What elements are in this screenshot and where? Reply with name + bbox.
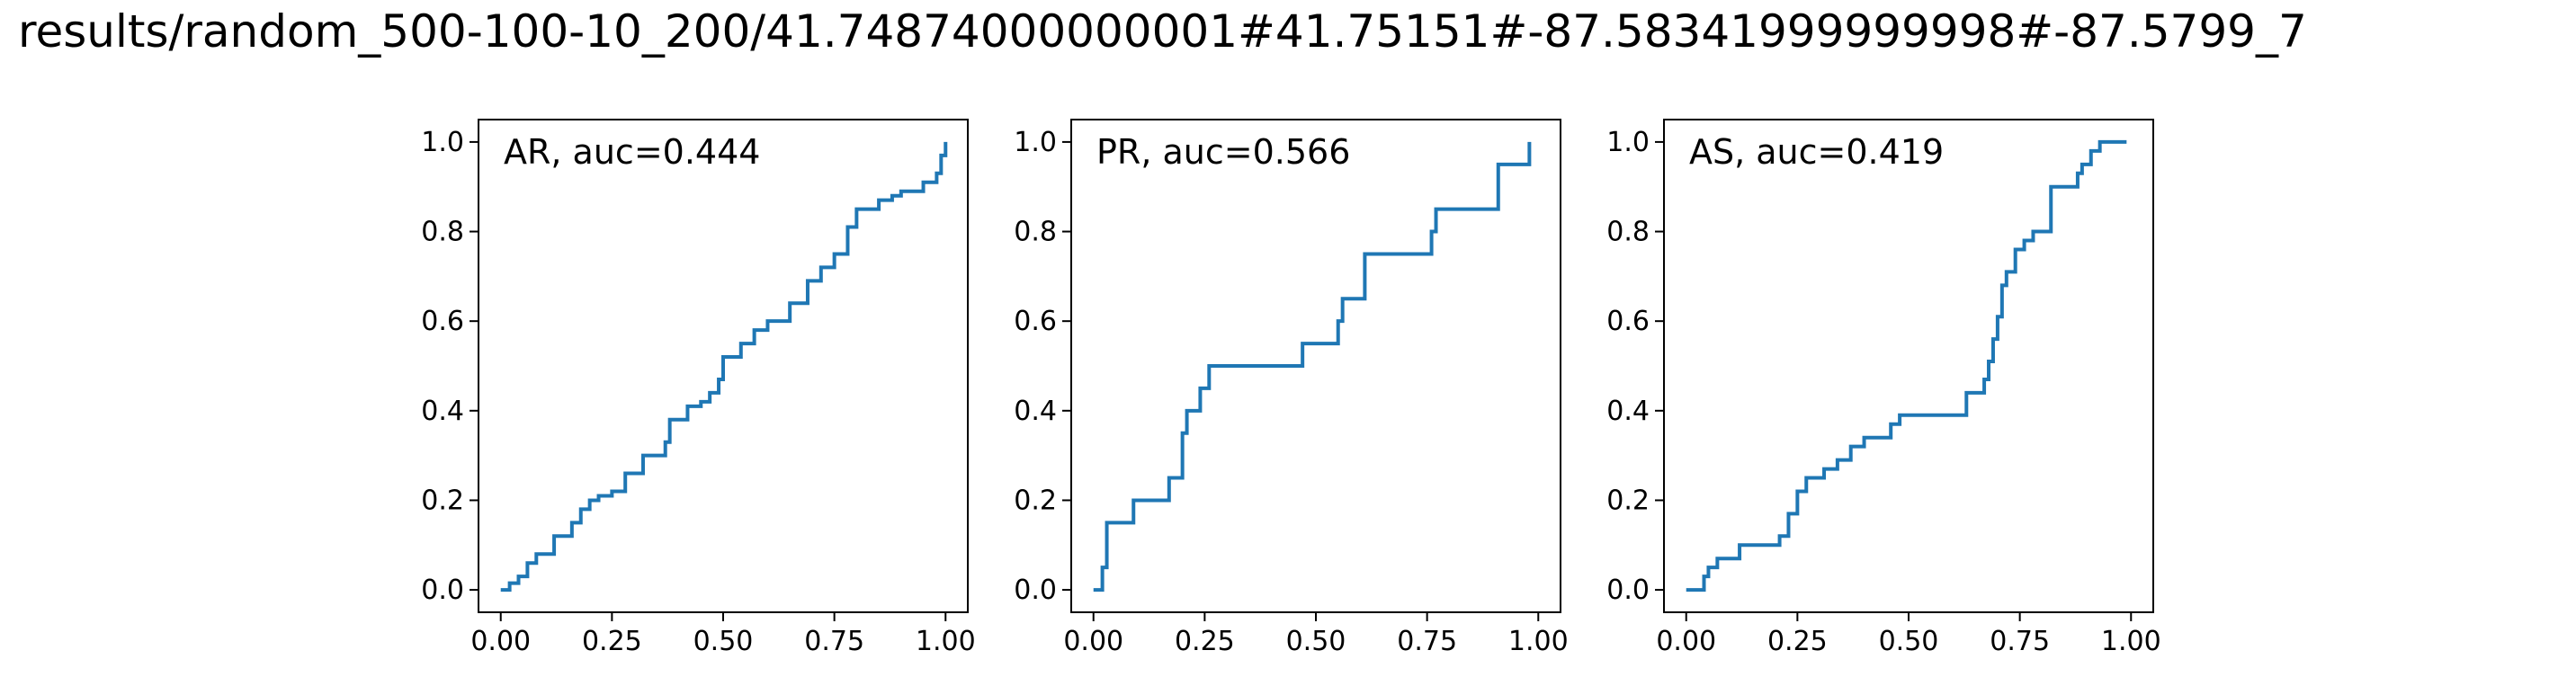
x-tick-label-ar: 0.00 (470, 626, 531, 657)
x-tick-label-pr: 1.00 (1508, 626, 1569, 657)
y-tick-label-as: 0.4 (1606, 396, 1650, 427)
figure-title: results/random_500-100-10_200/41.7487400… (18, 5, 2307, 58)
y-tick-label-ar: 0.4 (421, 396, 464, 427)
subplot-pr: 0.00 0.25 0.50 0.75 1.00 0.0 0.2 0.4 0.6 0.8 1.0 PR… (1014, 119, 1569, 657)
y-tick-label-ar: 1.0 (421, 127, 464, 158)
y-tick-label-pr: 0.6 (1014, 306, 1057, 337)
x-tick-label-pr: 0.75 (1397, 626, 1457, 657)
x-tick-label-as: 0.00 (1656, 626, 1716, 657)
x-tick-label-ar: 0.75 (804, 626, 864, 657)
subplot-title-as: AS, auc=0.419 (1689, 132, 1944, 172)
y-tick-label-ar: 0.8 (421, 217, 464, 248)
y-tick-label-as: 1.0 (1606, 127, 1650, 158)
subplot-title-ar: AR, auc=0.444 (504, 132, 760, 172)
x-tick-label-as: 0.25 (1767, 626, 1828, 657)
y-tick-label-pr: 0.4 (1014, 396, 1057, 427)
x-tick-label-as: 1.00 (2101, 626, 2161, 657)
y-tick-label-as: 0.8 (1606, 217, 1650, 248)
x-tick-label-pr: 0.25 (1175, 626, 1235, 657)
axes-frame-pr (1070, 119, 1561, 613)
x-tick-label-ar: 1.00 (916, 626, 976, 657)
y-tick-label-pr: 0.8 (1014, 217, 1057, 248)
x-tick-label-as: 0.50 (1879, 626, 1939, 657)
x-tick-label-pr: 0.50 (1286, 626, 1346, 657)
y-tick-label-pr: 1.0 (1014, 127, 1057, 158)
y-tick-label-ar: 0.2 (421, 485, 464, 516)
x-tick-label-ar: 0.25 (582, 626, 642, 657)
x-tick-label-ar: 0.50 (693, 626, 754, 657)
y-tick-label-pr: 0.0 (1014, 575, 1057, 606)
y-tick-label-ar: 0.0 (421, 575, 464, 606)
series-line-ar (500, 141, 948, 592)
y-tick-label-as: 0.0 (1606, 575, 1650, 606)
series-line-as (1686, 139, 2127, 592)
series-line-pr (1093, 141, 1532, 592)
axes-frame-as (1663, 119, 2154, 613)
y-tick-label-as: 0.2 (1606, 485, 1650, 516)
y-tick-label-ar: 0.6 (421, 306, 464, 337)
x-tick-label-pr: 0.00 (1063, 626, 1123, 657)
subplot-ar: 0.00 0.25 0.50 0.75 1.00 0.0 0.2 0.4 0.6 0.8 1.0 AR… (421, 119, 976, 657)
x-tick-label-as: 0.75 (1990, 626, 2050, 657)
subplot-as: 0.00 0.25 0.50 0.75 1.00 0.0 0.2 0.4 0.6 0.8 1.0 AS… (1606, 119, 2161, 657)
y-tick-label-pr: 0.2 (1014, 485, 1057, 516)
subplot-title-pr: PR, auc=0.566 (1096, 132, 1350, 172)
y-tick-label-as: 0.6 (1606, 306, 1650, 337)
